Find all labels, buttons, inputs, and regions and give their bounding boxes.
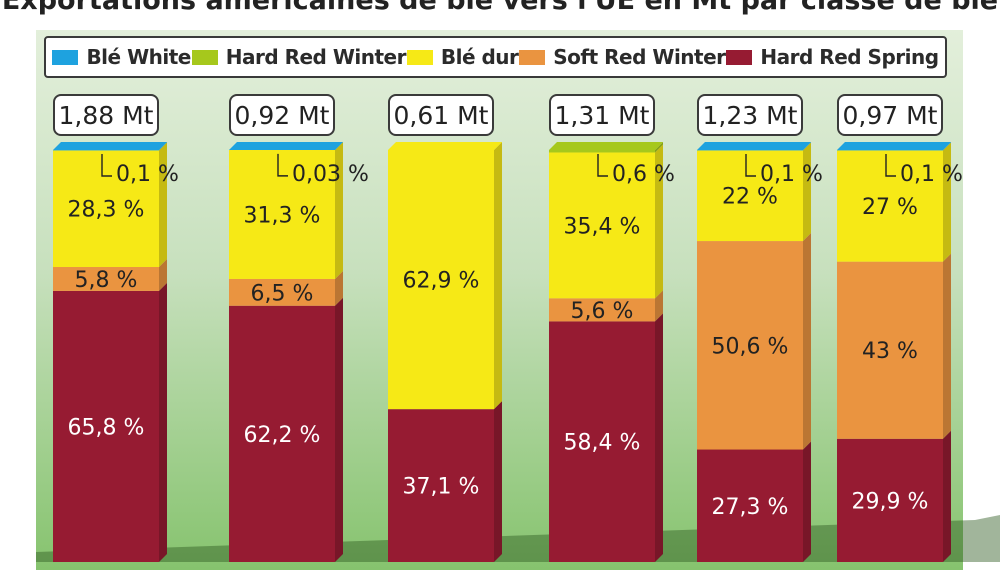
bar-segment-side-ble-dur (803, 142, 811, 241)
bar-top-face (388, 142, 502, 150)
segment-label-hard-red-spring: 58,4 % (564, 431, 641, 456)
bar-1: 1,88 Mt 65,8 % 5,8 % 28,3 % 0,1 % (53, 95, 179, 562)
segment-label-ble-dur: 31,3 % (244, 203, 321, 228)
segment-label-hard-red-spring: 29,9 % (852, 489, 929, 514)
segment-label-ble-dur: 35,4 % (564, 214, 641, 239)
segment-label-ble-dur: 22 % (722, 185, 778, 210)
segment-label-soft-red-winter: 43 % (862, 339, 918, 364)
bar-top-face (697, 142, 811, 150)
bar-segment-side-hard-red-spring (803, 442, 811, 562)
bar-top-face (53, 142, 167, 150)
segment-label-hard-red-spring: 37,1 % (403, 475, 480, 500)
bar-top-face (549, 142, 663, 150)
segment-label-hard-red-spring: 65,8 % (68, 415, 145, 440)
bar-segment-side-soft-red-winter (943, 254, 951, 439)
bar-6: 0,97 Mt 29,9 % 43 % 27 % 0,1 % (837, 95, 963, 562)
bar-segment-side-hard-red-spring (335, 298, 343, 562)
bar-segment-hard-red-winter (549, 150, 655, 152)
bar-2: 0,92 Mt 62,2 % 6,5 % 31,3 % 0,03 % (229, 95, 369, 562)
total-label: 1,23 Mt (703, 101, 798, 130)
total-label: 0,61 Mt (394, 101, 489, 130)
segment-label-ble-white: 0,1 % (116, 162, 179, 187)
bar-segment-side-hard-red-spring (943, 431, 951, 562)
segment-label-soft-red-winter: 5,6 % (571, 299, 634, 324)
segment-label-soft-red-winter: 6,5 % (251, 281, 314, 306)
segment-label-hard-red-spring: 62,2 % (244, 423, 321, 448)
bar-segment-side-ble-dur (943, 142, 951, 261)
segment-label-soft-red-winter: 50,6 % (712, 334, 789, 359)
segment-label-ble-dur: 28,3 % (68, 198, 145, 223)
bar-top-face (837, 142, 951, 150)
bar-4: 1,31 Mt 58,4 % 5,6 % 35,4 % 0,6 % (549, 95, 675, 562)
segment-label-ble-white: 0,1 % (900, 162, 963, 187)
total-label: 0,97 Mt (843, 101, 938, 130)
segment-label-ble-dur: 62,9 % (403, 269, 480, 294)
bar-top-face (229, 142, 343, 150)
bar-5: 1,23 Mt 27,3 % 50,6 % 22 %0,1 % (697, 95, 823, 562)
bar-segment-side-hard-red-spring (159, 283, 167, 562)
segment-label-ble-white: 0,1 % (760, 162, 823, 187)
bar-segment-side-soft-red-winter (803, 233, 811, 449)
segment-label-hard-red-spring: 27,3 % (712, 495, 789, 520)
segment-label-ble-white: 0,03 % (292, 162, 369, 187)
total-label: 1,31 Mt (555, 101, 650, 130)
bar-3: 0,61 Mt 37,1 % 62,9 % (388, 95, 502, 562)
total-label: 1,88 Mt (59, 101, 154, 130)
segment-label-soft-red-winter: 5,8 % (75, 268, 138, 293)
bar-segment-side-ble-dur (494, 142, 502, 409)
total-label: 0,92 Mt (235, 101, 330, 130)
segment-label-hard-red-winter: 0,6 % (612, 162, 675, 187)
bar-segment-side-hard-red-spring (494, 401, 502, 562)
bar-segment-side-hard-red-spring (655, 313, 663, 562)
segment-label-ble-dur: 27 % (862, 195, 918, 220)
